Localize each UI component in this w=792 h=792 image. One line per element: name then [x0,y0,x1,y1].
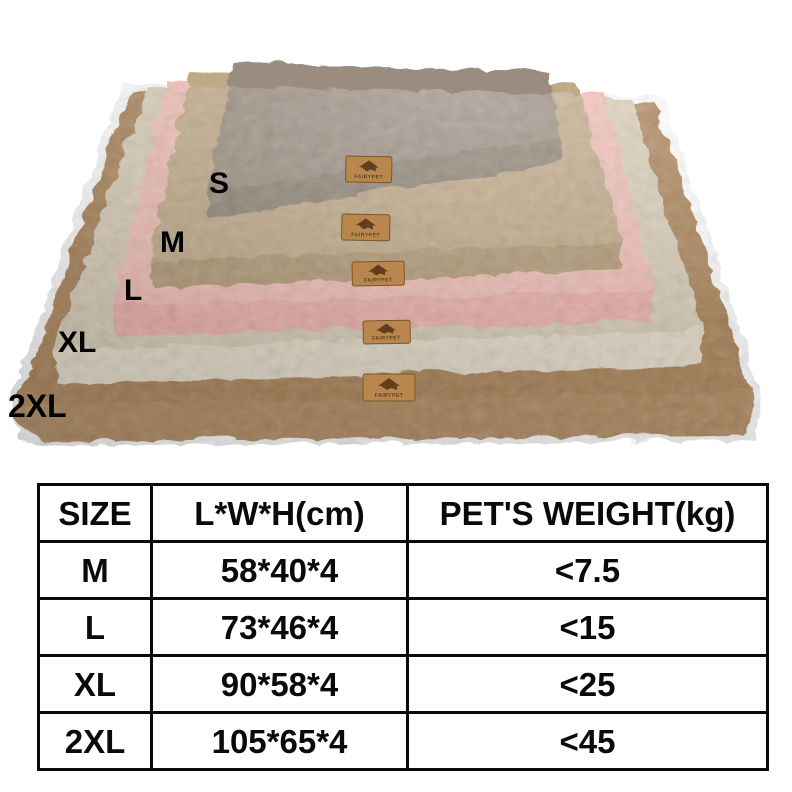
table-row: 2XL 105*65*4 <45 [37,711,769,771]
cell-size: XL [37,654,153,714]
table-row: M 58*40*4 <7.5 [37,540,769,600]
header-cell-size: SIZE [37,483,153,543]
header-cell-pet-weight: PET'S WEIGHT(kg) [406,483,769,543]
brand-tag-2xl: FAIRYPET [362,373,416,402]
cell-pet-weight: <7.5 [406,540,769,600]
brand-tag-m: FAIRYPET [341,213,391,242]
cell-pet-weight: <25 [406,654,769,714]
tag-brand-text: FAIRYPET [372,335,401,342]
cell-size: M [37,540,153,600]
size-label-2xl: 2XL [8,388,67,424]
table-row: XL 90*58*4 <25 [37,654,769,714]
pet-mats-stack-illustration: FAIRYPET FAIRYPET FAIRYPET FAIRYPET FAIR [8,58,758,442]
cell-dimensions: 90*58*4 [150,654,409,714]
brand-tag-xl: FAIRYPET [362,319,411,345]
size-chart-table: SIZE L*W*H(cm) PET'S WEIGHT(kg) M 58*40*… [37,483,769,771]
brand-tag-s: FAIRYPET [345,155,393,184]
tag-brand-text: FAIRYPET [364,277,393,284]
cell-dimensions: 105*65*4 [150,711,409,771]
size-label-l: L [124,274,142,307]
size-label-xl: XL [58,326,96,359]
tag-brand-text: FAIRYPET [375,393,404,399]
size-label-m: M [160,226,185,259]
brand-logo-icon [358,160,379,172]
header-cell-dimensions: L*W*H(cm) [150,483,409,543]
size-label-s: S [209,167,229,200]
cell-dimensions: 58*40*4 [150,540,409,600]
tag-brand-text: FAIRYPET [354,174,383,181]
tag-brand-text: FAIRYPET [351,232,380,239]
brand-logo-icon [378,378,400,390]
table-header-row: SIZE L*W*H(cm) PET'S WEIGHT(kg) [37,483,769,543]
cell-size: 2XL [37,711,153,771]
brand-logo-icon [355,218,376,230]
brand-logo-icon [368,264,389,276]
product-photo: FAIRYPET FAIRYPET FAIRYPET FAIRYPET FAIR [8,58,758,442]
cell-pet-weight: <45 [406,711,769,771]
cell-size: L [37,597,153,657]
cell-pet-weight: <15 [406,597,769,657]
brand-logo-icon [376,323,397,334]
cell-dimensions: 73*46*4 [150,597,409,657]
table-row: L 73*46*4 <15 [37,597,769,657]
brand-tag-l: FAIRYPET [351,260,405,287]
